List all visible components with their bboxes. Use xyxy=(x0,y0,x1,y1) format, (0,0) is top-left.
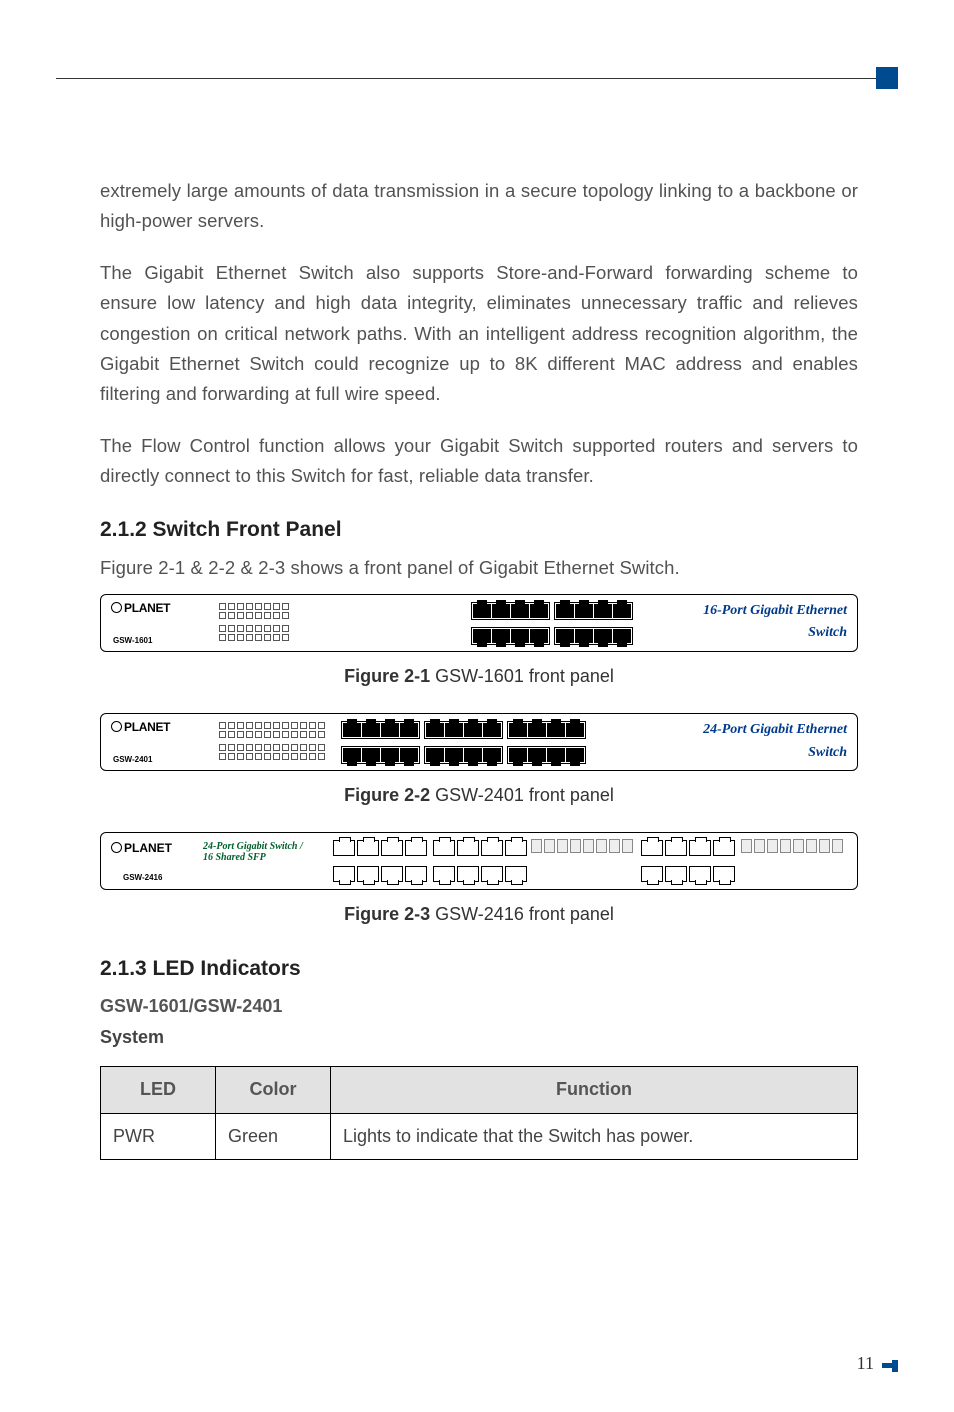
page-number: 11 xyxy=(857,1353,874,1374)
device3-bot-ports-3 xyxy=(641,866,735,882)
device2-leds xyxy=(219,722,325,760)
device2-model: GSW-2401 xyxy=(113,753,152,766)
device3-bot-ports-2 xyxy=(433,866,527,882)
para-2: The Gigabit Ethernet Switch also support… xyxy=(100,258,858,409)
led-td-color: Green xyxy=(216,1113,331,1159)
para-3: The Flow Control function allows your Gi… xyxy=(100,431,858,491)
device2-ports-top xyxy=(341,721,586,739)
figure-2-1-device: PLANET GSW-1601 16-Port Gigabit Ethernet… xyxy=(100,594,858,652)
figure-2-3-caption-bold: Figure 2-3 xyxy=(344,904,430,924)
device3-brand: PLANET xyxy=(111,839,172,859)
led-table-row-1: PWR Green Lights to indicate that the Sw… xyxy=(101,1113,858,1159)
figure-2-2-caption: Figure 2-2 GSW-2401 front panel xyxy=(100,781,858,810)
led-table-header-row: LED Color Function xyxy=(101,1067,858,1113)
device3-top-sfp-2 xyxy=(741,839,843,853)
heading-2-1-2-sub: Figure 2-1 & 2-2 & 2-3 shows a front pan… xyxy=(100,553,858,583)
figure-2-1-caption: Figure 2-1 GSW-1601 front panel xyxy=(100,662,858,691)
device3-top-ports-1 xyxy=(333,840,427,856)
page-content: extremely large amounts of data transmis… xyxy=(100,176,858,1160)
page-mark-icon xyxy=(882,1360,898,1372)
device3-top-sfp-1 xyxy=(531,839,633,853)
figure-2-2-caption-rest: GSW-2401 front panel xyxy=(430,785,614,805)
device2-brand: PLANET xyxy=(111,718,170,738)
figure-2-1-caption-bold: Figure 2-1 xyxy=(344,666,430,686)
device2-ports-bottom xyxy=(341,746,586,764)
device3-top-ports-2 xyxy=(433,840,527,856)
device1-ports-top xyxy=(471,602,633,620)
figure-2-3-caption: Figure 2-3 GSW-2416 front panel xyxy=(100,900,858,929)
figure-2-2-device: PLANET GSW-2401 24-Port Gigabit Ethernet… xyxy=(100,713,858,771)
device3-top-ports-3 xyxy=(641,840,735,856)
device1-brand: PLANET xyxy=(111,599,170,619)
device3-desc: 24-Port Gigabit Switch / 16 Shared SFP xyxy=(203,841,303,863)
device2-caption: 24-Port Gigabit Ethernet Switch xyxy=(677,719,847,765)
subheading-models: GSW-1601/GSW-2401 xyxy=(100,992,858,1021)
led-td-function: Lights to indicate that the Switch has p… xyxy=(331,1113,858,1159)
device1-ports-bottom xyxy=(471,627,633,645)
led-table: LED Color Function PWR Green Lights to i… xyxy=(100,1066,858,1160)
device1-caption: 16-Port Gigabit Ethernet Switch xyxy=(677,600,847,646)
heading-2-1-3: 2.1.3 LED Indicators xyxy=(100,952,858,986)
figure-2-2-caption-bold: Figure 2-2 xyxy=(344,785,430,805)
subheading-system: System xyxy=(100,1023,858,1052)
device1-leds xyxy=(219,603,289,641)
device1-model: GSW-1601 xyxy=(113,634,152,647)
device3-desc1: 24-Port Gigabit Switch / xyxy=(203,841,303,852)
heading-2-1-2: 2.1.2 Switch Front Panel xyxy=(100,513,858,547)
device3-desc2: 16 Shared SFP xyxy=(203,852,266,863)
led-th-color: Color xyxy=(216,1067,331,1113)
led-th-led: LED xyxy=(101,1067,216,1113)
header-rule xyxy=(56,78,898,79)
header-accent-square xyxy=(876,67,898,89)
device3-bot-ports-1 xyxy=(333,866,427,882)
figure-2-3-caption-rest: GSW-2416 front panel xyxy=(430,904,614,924)
figure-2-3-device: PLANET GSW-2416 24-Port Gigabit Switch /… xyxy=(100,832,858,890)
led-th-function: Function xyxy=(331,1067,858,1113)
para-1: extremely large amounts of data transmis… xyxy=(100,176,858,236)
device3-model: GSW-2416 xyxy=(123,871,162,884)
led-td-led: PWR xyxy=(101,1113,216,1159)
figure-2-1-caption-rest: GSW-1601 front panel xyxy=(430,666,614,686)
